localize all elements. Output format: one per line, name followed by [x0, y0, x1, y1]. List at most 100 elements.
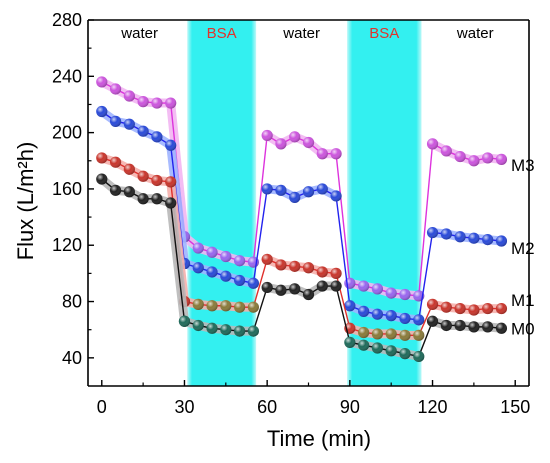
point-shade-M3-2-5: [330, 148, 342, 160]
point-shade-M3-0-2: [123, 90, 135, 102]
y-tick-label-6: 280: [52, 10, 82, 30]
point-shade-M2-4-0: [426, 226, 439, 239]
axes: 40 80 120 160 200 240 280 0 30 60 90 120 150: [52, 10, 530, 417]
point-shade-M2-4-2: [454, 231, 466, 243]
point-shade-M3-2-2: [289, 131, 301, 143]
point-shade-M1-4-0: [426, 298, 439, 310]
series-M1-connector-2: [418, 304, 434, 336]
point-shade-M2-4-5: [495, 235, 508, 247]
series-label-M3: M3: [511, 156, 535, 175]
point-shade-M1-2-4: [316, 266, 328, 278]
phase-label-1: BSA: [207, 25, 237, 42]
series-label-M0: M0: [511, 319, 535, 338]
point-shade-M0-3-3: [385, 345, 397, 357]
point-shade-M2-3-4: [399, 312, 411, 325]
point-shade-M1-0-4: [151, 174, 163, 187]
phase-label-0: water: [120, 25, 158, 42]
point-shade-M0-1-0: [178, 315, 191, 327]
point-shade-M2-4-1: [440, 228, 452, 240]
point-shade-M3-0-0: [96, 76, 108, 88]
point-shade-M0-4-5: [495, 322, 508, 334]
series-M3-connector-0: [252, 135, 268, 263]
point-shade-M0-1-3: [220, 324, 232, 336]
point-shade-M3-2-1: [275, 138, 287, 150]
x-tick-label-1: 30: [174, 397, 194, 417]
point-shade-M1-2-3: [302, 262, 315, 274]
point-shade-M3-0-3: [137, 96, 149, 108]
point-shade-M2-4-4: [482, 234, 494, 246]
point-shade-M2-2-1: [275, 184, 287, 196]
point-shade-M0-4-2: [454, 319, 466, 332]
series-M1-connector-0: [252, 259, 268, 308]
point-shade-M0-0-5: [165, 197, 177, 209]
point-shade-M3-4-2: [454, 150, 466, 163]
series-M2-connector-2: [418, 232, 434, 320]
x-tick-label-4: 120: [418, 397, 448, 417]
point-shade-M3-1-1: [192, 242, 204, 254]
point-shade-M1-0-3: [137, 170, 149, 182]
series-M2-connector-0: [252, 188, 268, 284]
point-shade-M0-0-3: [137, 193, 149, 205]
point-shade-M0-3-0: [344, 336, 356, 348]
point-shade-M1-1-3: [220, 300, 232, 312]
point-shade-M2-1-1: [192, 262, 204, 274]
point-shade-M3-4-3: [468, 155, 480, 167]
series-M0: [96, 173, 508, 363]
point-shade-M3-4-5: [495, 153, 508, 165]
point-shade-M2-1-2: [206, 266, 218, 278]
point-shade-M2-2-2: [289, 191, 301, 203]
point-shade-M2-1-4: [233, 274, 246, 287]
y-tick-label-5: 240: [52, 66, 82, 86]
point-shade-M1-3-2: [371, 328, 384, 340]
x-axis-label: Time (min): [267, 426, 371, 451]
y-tick-label-0: 40: [62, 348, 82, 368]
point-shade-M1-0-0: [96, 152, 108, 164]
point-shade-M1-1-1: [192, 298, 204, 310]
point-shade-M1-0-5: [165, 176, 177, 188]
point-shade-M3-2-3: [302, 136, 315, 149]
point-shade-M2-1-5: [247, 277, 259, 289]
y-tick-label-4: 200: [52, 123, 82, 143]
point-shade-M2-2-3: [302, 186, 315, 198]
series-label-M1: M1: [511, 291, 535, 310]
series-M0-connector-0: [252, 287, 268, 332]
point-shade-M3-4-0: [426, 138, 439, 150]
series-M1: [96, 152, 508, 341]
point-shade-M3-3-1: [358, 280, 370, 292]
point-shade-M0-4-4: [482, 321, 494, 333]
point-shade-M0-1-2: [206, 322, 218, 334]
series-label-M2: M2: [511, 239, 535, 258]
point-shade-M1-2-0: [261, 253, 273, 265]
point-shade-M0-1-4: [233, 325, 246, 337]
x-tick-label-0: 0: [97, 397, 107, 417]
series-M3-connector-1: [335, 153, 351, 284]
series-M0-connector-2: [418, 320, 434, 357]
point-shade-M1-2-5: [330, 267, 342, 279]
point-shade-M3-1-2: [206, 246, 218, 258]
point-shade-M3-3-4: [399, 288, 411, 301]
series-M3-connector-2: [418, 143, 434, 296]
point-shade-M1-2-2: [289, 260, 301, 272]
point-shade-M2-0-5: [165, 139, 177, 151]
point-shade-M0-3-4: [399, 348, 411, 360]
point-shade-M0-1-1: [192, 319, 204, 332]
phase-label-4: water: [456, 25, 494, 42]
point-shade-M2-3-2: [371, 308, 384, 320]
point-shade-M3-3-2: [371, 283, 384, 295]
point-shade-M1-4-4: [482, 302, 494, 315]
point-shade-M0-0-2: [123, 186, 135, 198]
point-shade-M0-3-1: [358, 339, 370, 351]
point-shade-M3-3-3: [385, 287, 397, 299]
series-M2: [96, 105, 508, 326]
series-M3: [96, 76, 508, 302]
point-shade-M3-1-4: [233, 255, 246, 267]
point-shade-M3-2-0: [261, 129, 273, 142]
point-shade-M2-0-1: [109, 115, 122, 127]
point-shade-M1-2-1: [275, 259, 287, 271]
point-shade-M2-3-5: [413, 314, 425, 326]
y-axis-label: Flux (L/m²h): [13, 142, 38, 261]
point-shade-M3-0-4: [151, 97, 163, 109]
point-shade-M2-1-3: [220, 270, 232, 282]
series-M0-connector-1: [335, 285, 351, 343]
point-shade-M2-3-1: [358, 305, 370, 317]
